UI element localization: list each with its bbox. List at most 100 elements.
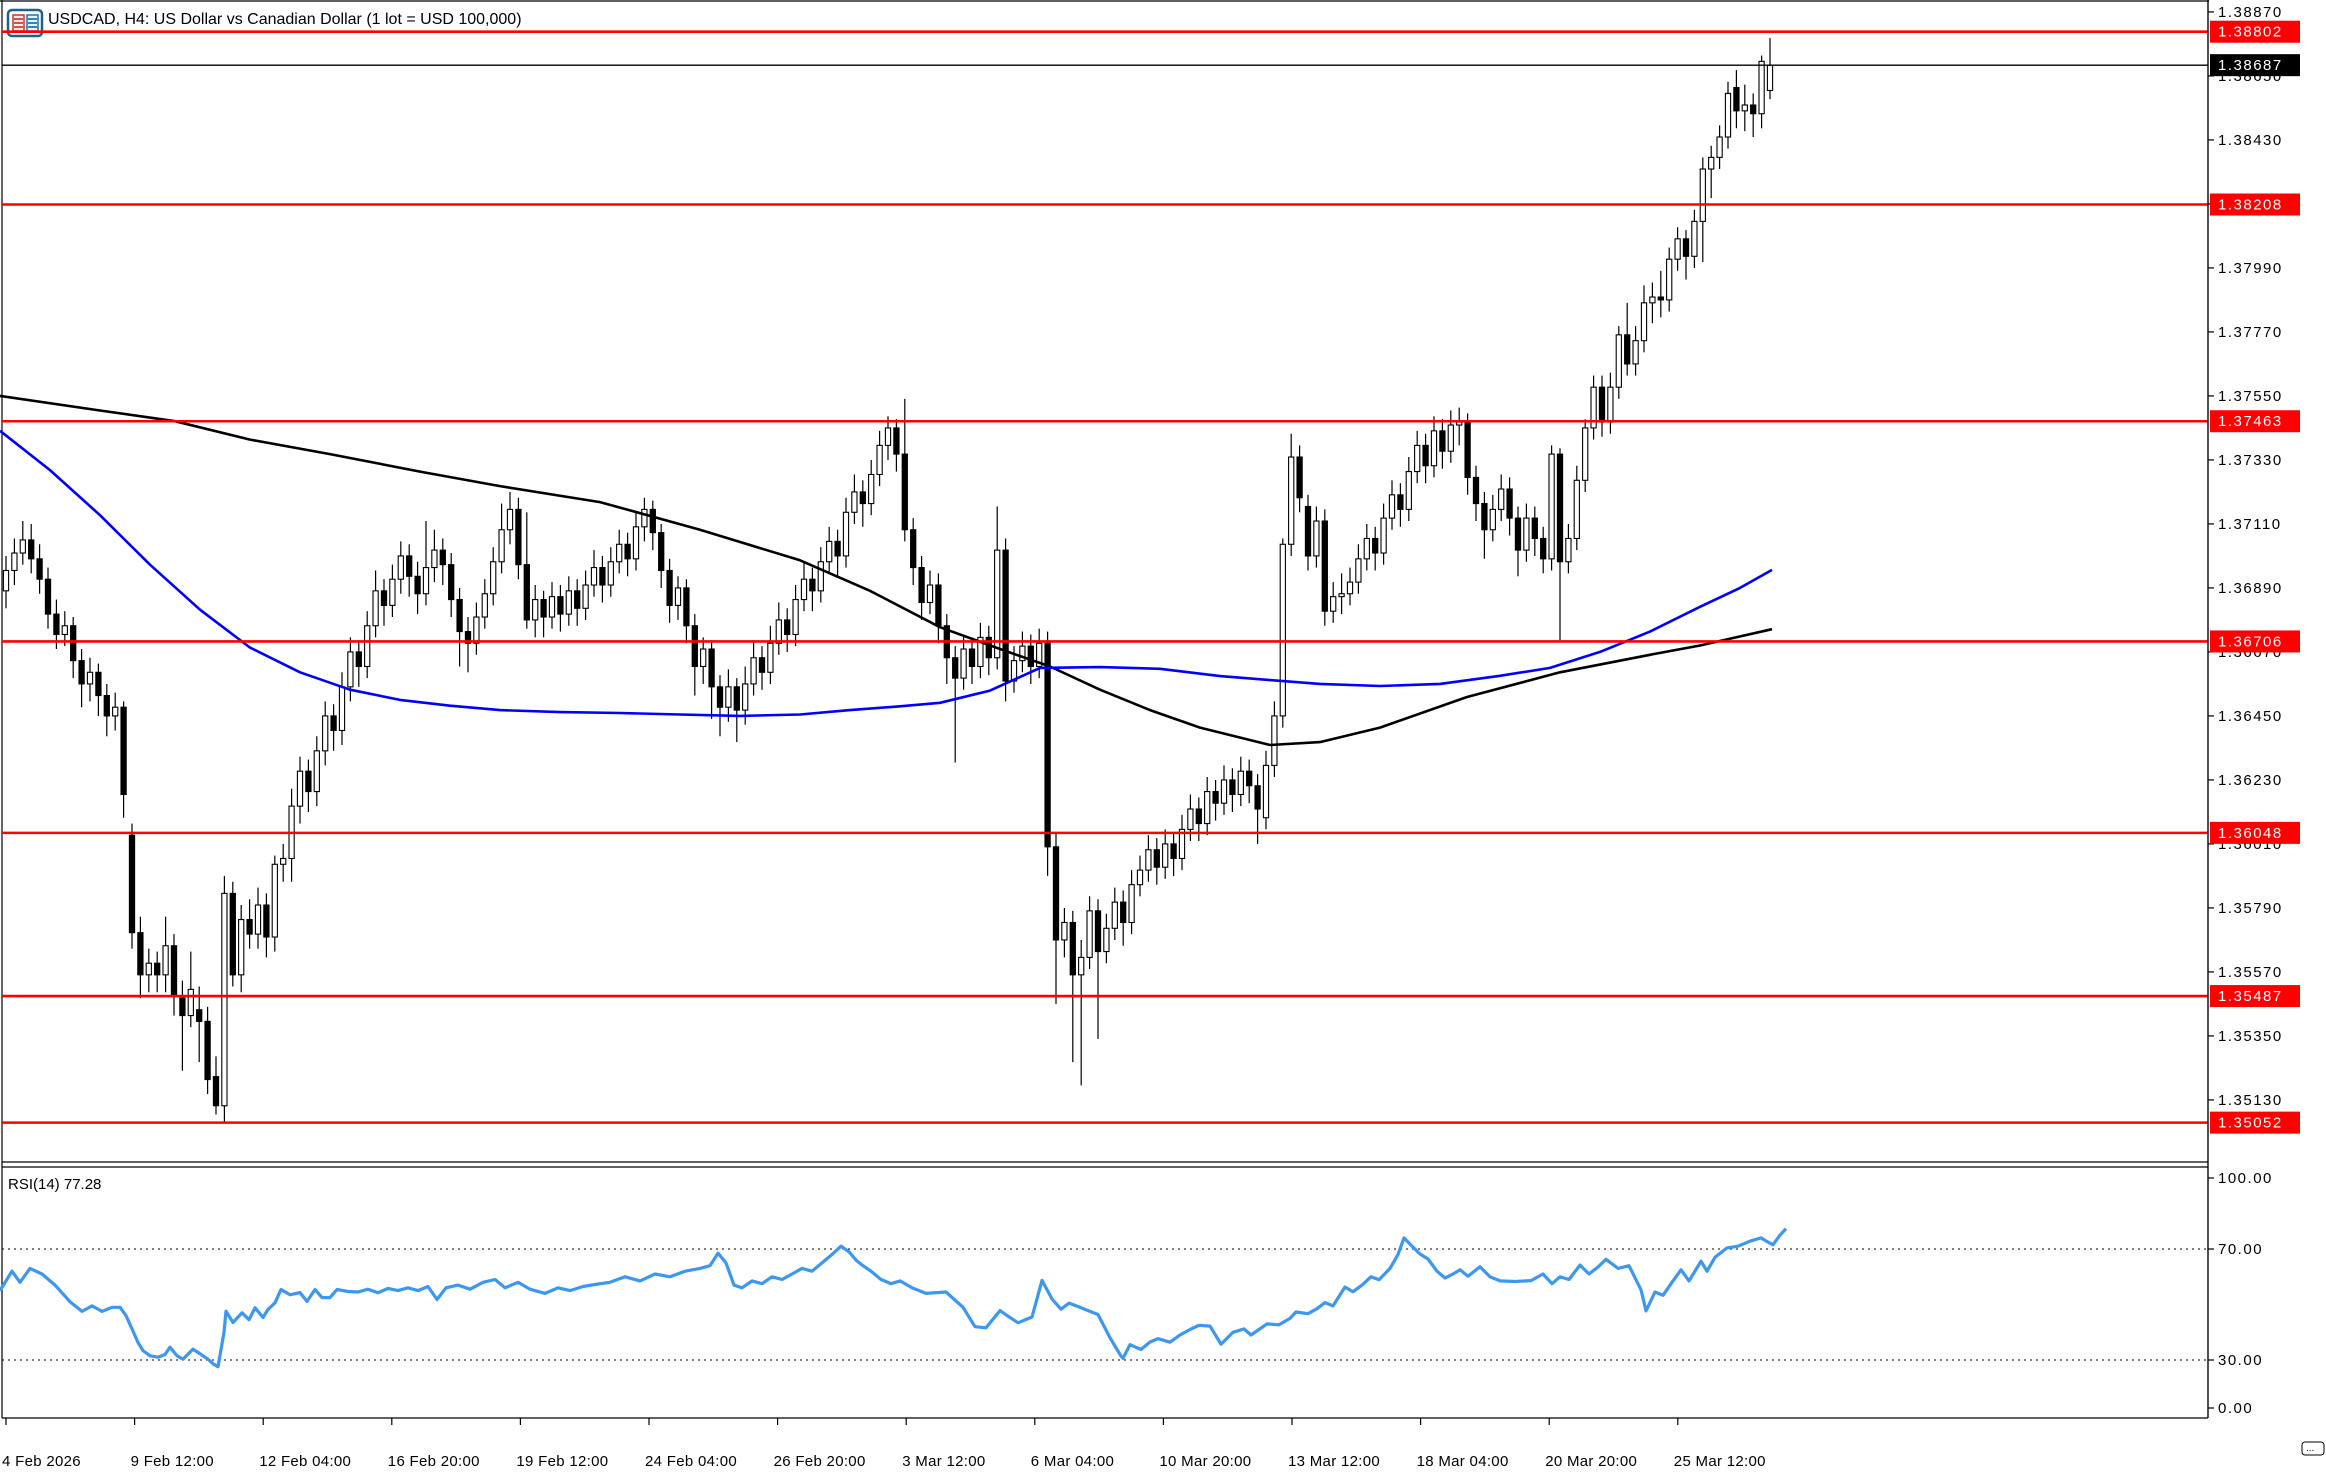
- candle-bearish: [1304, 505, 1312, 557]
- time-axis-label: 18 Mar 04:00: [1417, 1453, 1509, 1470]
- candle-bullish: [1388, 494, 1396, 519]
- time-axis-label: 13 Mar 12:00: [1288, 1453, 1380, 1470]
- candle-bullish: [506, 508, 514, 531]
- time-axis-label: 4 Feb 2026: [2, 1453, 81, 1470]
- candle-bearish: [1120, 901, 1127, 924]
- time-axis-label: 25 Mar 12:00: [1674, 1453, 1766, 1470]
- candle-bullish: [473, 616, 480, 644]
- ma-slow-line: [0, 394, 1773, 747]
- price-axis-tick-label: 1.37550: [2218, 388, 2283, 405]
- candle-bullish: [1414, 444, 1421, 473]
- candle-bearish: [1044, 642, 1051, 848]
- candle-bullish: [725, 686, 732, 708]
- price-axis-tick-label: 1.38430: [2218, 132, 2283, 149]
- candle-bullish: [1271, 715, 1278, 766]
- candle-bullish: [1262, 764, 1270, 819]
- candle-bearish: [179, 997, 186, 1017]
- timeline-quick-nav-dots: ...: [2306, 1443, 2314, 1454]
- candle-bullish: [1162, 843, 1169, 868]
- level-price-label: 1.38802: [2218, 24, 2283, 41]
- current-price-label: 1.38687: [2218, 57, 2283, 74]
- candle-bullish: [11, 552, 18, 572]
- time-axis[interactable]: 4 Feb 2026 9 Feb 12:00 12 Feb 04:00 16 Feb …: [2, 1418, 1766, 1470]
- price-axis-tick-label: 1.35130: [2218, 1092, 2283, 1109]
- candle-bearish: [95, 671, 102, 697]
- candle-bullish: [1380, 517, 1387, 554]
- candle-bearish: [1439, 430, 1446, 452]
- candle-bullish: [112, 706, 119, 717]
- candle-bullish: [338, 686, 346, 732]
- candle-bullish: [616, 543, 623, 563]
- candle-bearish: [1069, 921, 1076, 976]
- candle-bullish: [1279, 543, 1286, 717]
- candle-bearish: [985, 636, 992, 659]
- candle-bullish: [792, 599, 799, 636]
- candle-bearish: [935, 584, 942, 627]
- candle-bullish: [271, 863, 278, 938]
- candle-bullish: [1640, 302, 1648, 342]
- candle-bullish: [1086, 910, 1093, 958]
- price-axis-background: [2209, 0, 2326, 1438]
- candle-bearish: [170, 945, 178, 996]
- candle-bearish: [1397, 494, 1404, 510]
- candle-bearish: [36, 558, 43, 580]
- candle-bullish: [742, 683, 749, 711]
- candle-bullish: [842, 511, 850, 557]
- symbol-chart-icon[interactable]: [6, 8, 44, 38]
- candle-bearish: [448, 564, 455, 601]
- candle-bearish: [263, 904, 270, 938]
- candle-bearish: [44, 578, 52, 615]
- candle-bullish: [548, 596, 556, 618]
- time-axis-label: 24 Feb 04:00: [645, 1453, 737, 1470]
- candle-bullish: [800, 578, 808, 601]
- candle-bearish: [1598, 386, 1606, 423]
- candle-bearish: [204, 1020, 211, 1081]
- candle-bullish: [364, 625, 371, 668]
- candle-bearish: [809, 578, 816, 592]
- candle-bullish: [1204, 791, 1211, 825]
- level-price-label-box: [2210, 821, 2300, 844]
- price-axis-tick-label: 1.35570: [2218, 964, 2283, 981]
- candle-bearish: [120, 706, 127, 796]
- candle-bullish: [532, 599, 539, 621]
- level-price-label: 1.36706: [2218, 633, 2283, 650]
- price-axis-tick-label: 1.36230: [2218, 772, 2283, 789]
- candle-bearish: [523, 564, 530, 621]
- candle-bearish: [834, 540, 841, 557]
- candle-bullish: [422, 567, 430, 595]
- candle-bearish: [666, 569, 673, 606]
- candle-bullish: [1582, 427, 1589, 481]
- candle-bearish: [464, 631, 472, 644]
- candle-bullish: [1111, 901, 1118, 929]
- candle-bearish: [439, 549, 446, 566]
- symbol-chart-icon-blue-bars: [28, 18, 37, 28]
- candle-bearish: [758, 657, 766, 673]
- candle-bullish: [1237, 770, 1244, 796]
- candle-bearish: [716, 686, 724, 708]
- candlestick-series: [2, 38, 1774, 1122]
- candle-bullish: [187, 988, 194, 1017]
- candle-bullish: [1330, 596, 1337, 612]
- rsi-line: [0, 1227, 1788, 1369]
- candle-bullish: [1708, 156, 1715, 170]
- candle-bullish: [498, 529, 505, 563]
- candle-bearish: [1422, 444, 1429, 467]
- candle-bearish: [901, 453, 908, 531]
- candle-bearish: [229, 892, 236, 976]
- candle-bearish: [128, 834, 136, 934]
- candle-bearish: [1556, 453, 1564, 563]
- level-price-label-box: [2210, 410, 2300, 433]
- support-resistance-lines[interactable]: [2, 30, 2208, 1124]
- candle-bullish: [868, 473, 875, 505]
- candle-bullish: [884, 427, 892, 446]
- candle-bearish: [28, 539, 35, 560]
- current-price-label-box: [2210, 54, 2300, 77]
- price-axis[interactable]: 1.388701.386501.384301.382101.379901.377…: [2207, 0, 2326, 1438]
- candle-bullish: [1128, 884, 1135, 924]
- candle-bullish: [490, 561, 497, 595]
- timeline-quick-nav-button[interactable]: ...: [2301, 1441, 2325, 1456]
- candle-bearish: [1052, 846, 1060, 941]
- candle-bearish: [78, 660, 85, 685]
- candle-bearish: [1750, 104, 1757, 115]
